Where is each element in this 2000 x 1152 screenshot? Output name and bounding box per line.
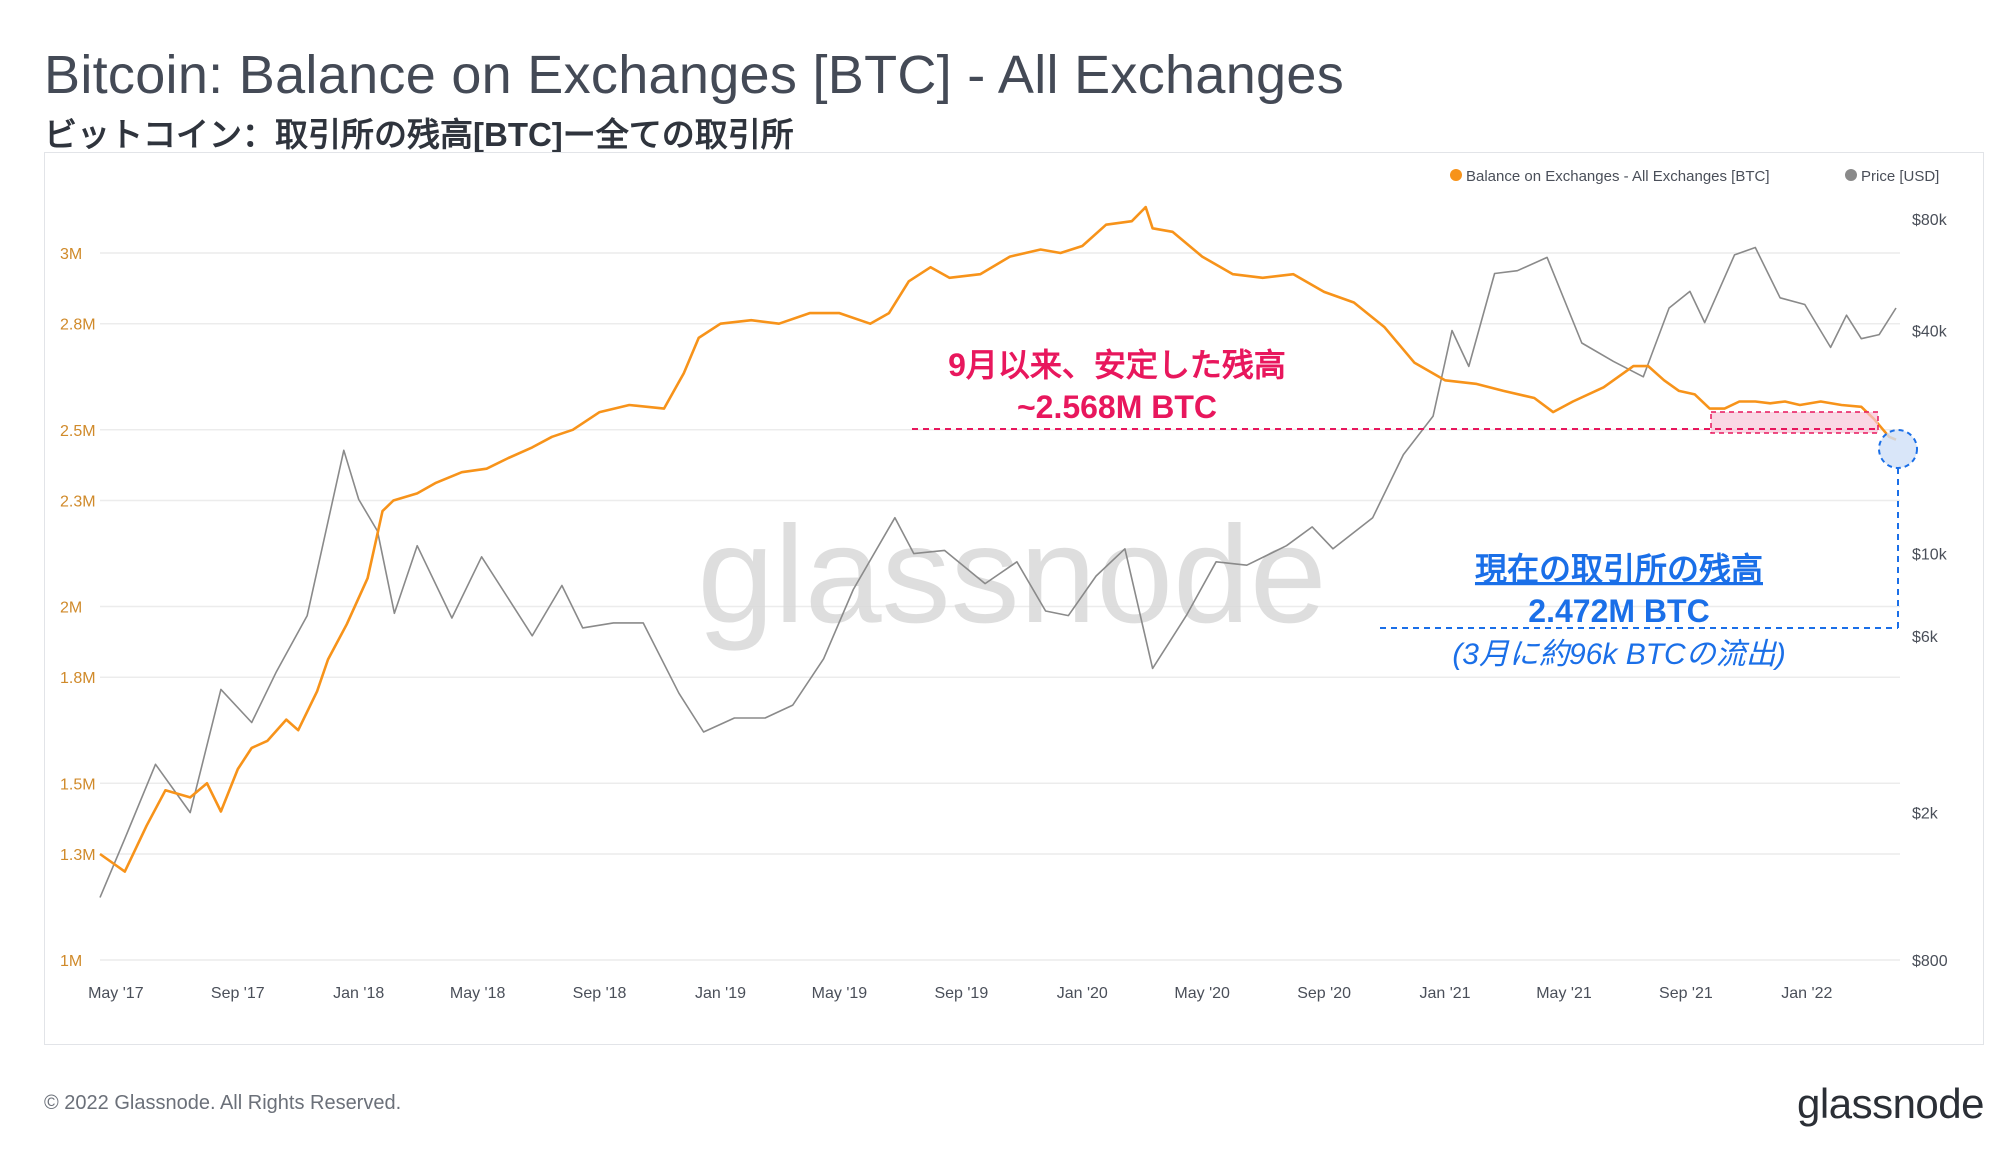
x-tick-label: May '21 [1536, 985, 1592, 1002]
legend-balance-marker [1450, 169, 1462, 181]
y-left-tick-label: 2.3M [60, 493, 96, 510]
y-right-tick-label: $2k [1912, 806, 1939, 823]
x-tick-label: Jan '22 [1781, 985, 1832, 1002]
y-left-tick-label: 1.3M [60, 847, 96, 864]
page-title: Bitcoin: Balance on Exchanges [BTC] - Al… [44, 45, 1344, 105]
stable-annotation-line1: 9月以来、安定した残高 [948, 347, 1286, 383]
stable-range-box [1710, 411, 1879, 434]
y-left-tick-label: 3M [60, 246, 82, 263]
price-series-line [99, 246, 1897, 898]
x-tick-label: May '19 [812, 985, 868, 1002]
legend-price-label: Price [USD] [1861, 168, 1939, 185]
y-right-tick-label: $40k [1912, 323, 1948, 340]
y-right-tick-label: $800 [1912, 953, 1948, 970]
x-tick-label: Jan '19 [695, 985, 746, 1002]
y-left-tick-label: 2.5M [60, 423, 96, 440]
chart-frame [44, 152, 1984, 1045]
page-subtitle: ビットコイン：取引所の残高[BTC]ー全ての取引所 [44, 116, 794, 153]
stable-annotation-line2: ~2.568M BTC [1017, 389, 1217, 425]
x-tick-label: May '20 [1174, 985, 1230, 1002]
legend-balance-label: Balance on Exchanges - All Exchanges [BT… [1466, 168, 1770, 185]
y-right-tick-label: $6k [1912, 629, 1939, 646]
x-tick-label: Sep '19 [934, 985, 988, 1002]
x-tick-label: Sep '18 [573, 985, 627, 1002]
legend-price-marker [1845, 169, 1857, 181]
x-tick-label: Sep '17 [211, 985, 265, 1002]
y-left-tick-label: 2.8M [60, 317, 96, 334]
current-annotation-line3: (3月に約96k BTCの流出) [1452, 638, 1785, 671]
current-annotation-line1: 現在の取引所の残高 [1475, 551, 1763, 587]
y-left-tick-label: 2M [60, 600, 82, 617]
current-annotation-line2: 2.472M BTC [1528, 593, 1709, 629]
current-balance-marker [1878, 429, 1918, 469]
watermark: glassnode [697, 498, 1326, 652]
x-tick-label: May '18 [450, 985, 506, 1002]
y-left-tick-label: 1.5M [60, 776, 96, 793]
balance-series-line [99, 205, 1897, 873]
x-tick-label: Jan '21 [1419, 985, 1470, 1002]
copyright-footer: © 2022 Glassnode. All Rights Reserved. [44, 1092, 402, 1114]
x-tick-label: Sep '21 [1659, 985, 1713, 1002]
x-tick-label: Jan '18 [333, 985, 384, 1002]
y-left-tick-label: 1M [60, 953, 82, 970]
y-right-tick-label: $80k [1912, 212, 1948, 229]
y-right-tick-label: $10k [1912, 547, 1948, 564]
x-tick-label: Sep '20 [1297, 985, 1351, 1002]
y-left-tick-label: 1.8M [60, 670, 96, 687]
x-tick-label: Jan '20 [1057, 985, 1108, 1002]
brand-logo: glassnode [1797, 1080, 1984, 1127]
x-tick-label: May '17 [88, 985, 144, 1002]
